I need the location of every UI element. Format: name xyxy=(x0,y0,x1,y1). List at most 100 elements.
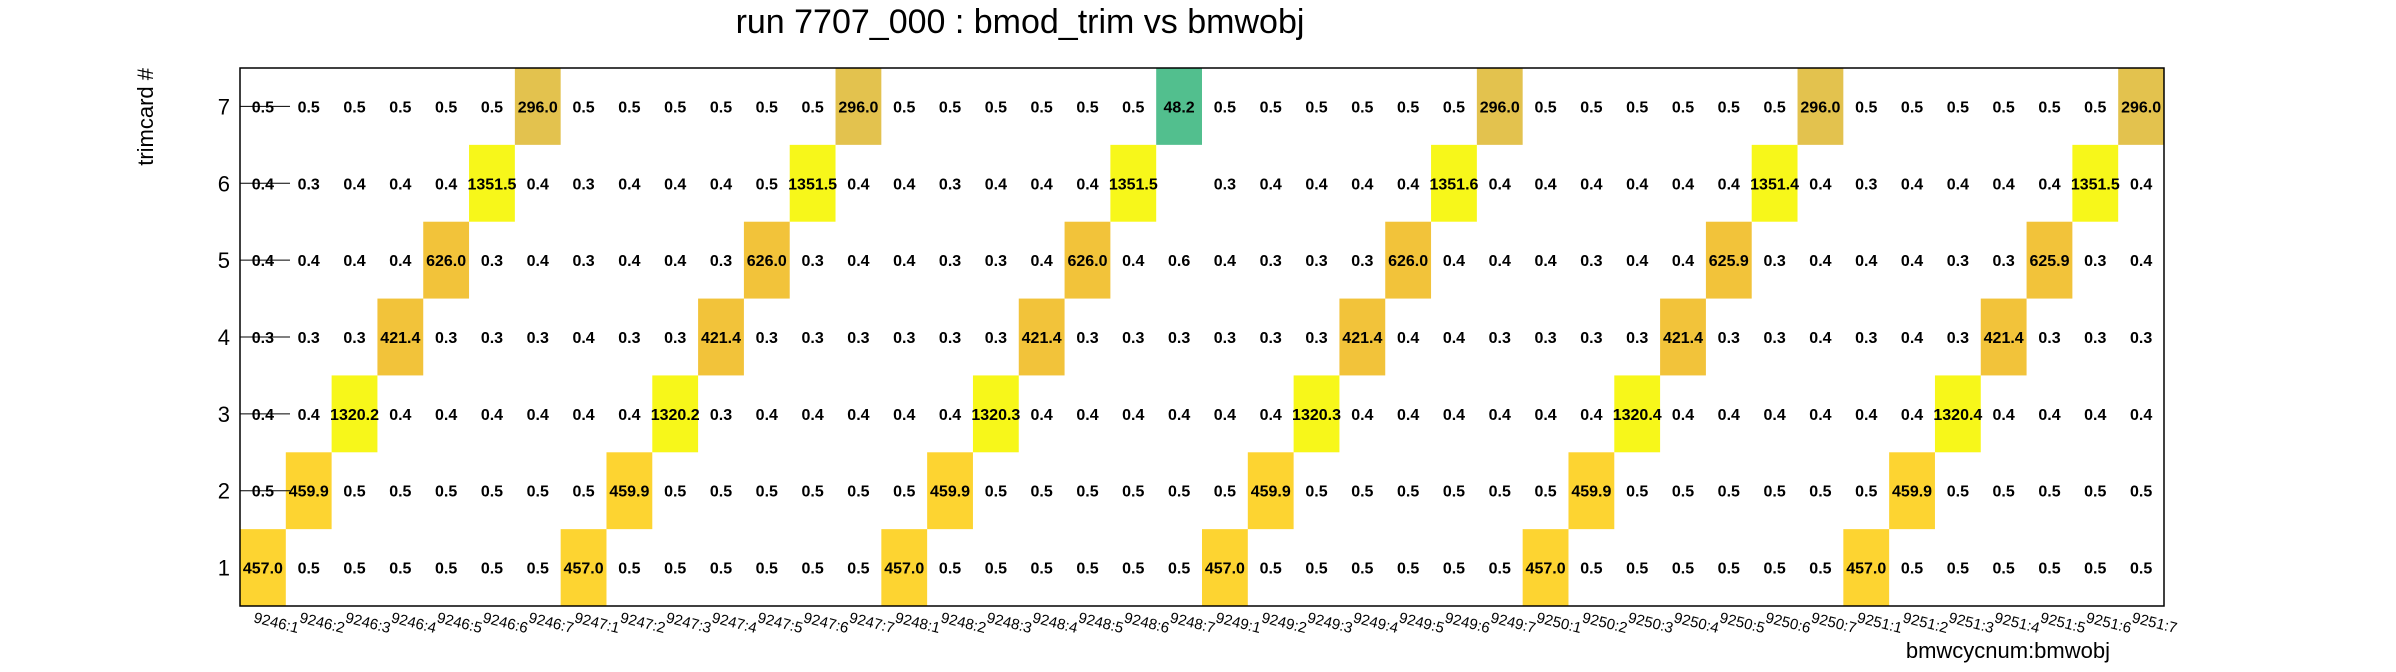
heatmap-cell xyxy=(1110,144,1157,222)
x-tick-label: 9251:5 xyxy=(2039,609,2088,637)
cell-value-label: 1320.3 xyxy=(971,407,1020,424)
x-tick-label: 9247:2 xyxy=(618,609,667,637)
x-tick-label: 9248:5 xyxy=(1077,609,1126,637)
cell-value-label: 296.0 xyxy=(838,99,878,116)
cell-value-label: 0.5 xyxy=(1031,484,1053,501)
cell-value-label: 0.5 xyxy=(1168,561,1190,578)
heatmap-cell xyxy=(1889,452,1935,530)
x-axis-ticks: 9246:19246:29246:39246:49246:59246:69246… xyxy=(252,609,2179,637)
cell-value-label: 0.5 xyxy=(481,99,503,116)
x-tick-label: 9247:6 xyxy=(802,609,851,637)
cell-value-label: 421.4 xyxy=(1663,330,1703,347)
cell-value-label: 0.5 xyxy=(939,99,961,116)
cell-value-label: 626.0 xyxy=(426,253,466,270)
cell-value-label: 421.4 xyxy=(1022,330,1062,347)
cell-value-label: 0.3 xyxy=(1763,330,1785,347)
cell-value-label: 0.4 xyxy=(618,253,640,270)
cell-value-label: 0.5 xyxy=(847,561,869,578)
cell-value-label: 0.4 xyxy=(2084,407,2106,424)
heatmap-cell xyxy=(972,375,1019,453)
cell-value-label: 0.5 xyxy=(1443,484,1465,501)
cell-value-label: 0.3 xyxy=(1947,253,1969,270)
cell-value-label: 0.5 xyxy=(1672,99,1694,116)
cell-value-label: 0.3 xyxy=(847,330,869,347)
cell-value-label: 0.5 xyxy=(1397,561,1419,578)
cell-value-label: 0.3 xyxy=(1260,330,1282,347)
x-tick-label: 9250:3 xyxy=(1626,609,1675,637)
heatmap-cell xyxy=(2072,144,2119,222)
cell-value-label: 0.5 xyxy=(389,484,411,501)
cell-value-label: 0.3 xyxy=(2130,330,2152,347)
cell-value-label: 457.0 xyxy=(1526,561,1566,578)
cell-value-label: 0.5 xyxy=(801,561,823,578)
cell-value-label: 0.5 xyxy=(1260,99,1282,116)
x-tick-label: 9251:6 xyxy=(2084,609,2133,637)
cell-value-label: 421.4 xyxy=(1342,330,1382,347)
cell-value-label: 0.4 xyxy=(664,253,686,270)
cell-value-label: 0.4 xyxy=(1672,253,1694,270)
cell-value-label: 0.5 xyxy=(252,99,274,116)
cell-value-label: 0.4 xyxy=(527,253,549,270)
cell-value-label: 1351.5 xyxy=(1109,176,1158,193)
cell-value-label: 1351.5 xyxy=(2071,176,2120,193)
cell-value-label: 0.5 xyxy=(2084,99,2106,116)
cell-value-label: 0.5 xyxy=(893,99,915,116)
cell-value-label: 0.5 xyxy=(1626,484,1648,501)
cell-value-label: 0.5 xyxy=(1672,561,1694,578)
heatmap-cell xyxy=(2118,68,2164,145)
cell-value-label: 0.5 xyxy=(572,99,594,116)
cell-value-label: 0.5 xyxy=(1443,99,1465,116)
heatmap-cell xyxy=(1751,144,1798,222)
cell-value-label: 0.4 xyxy=(1489,253,1511,270)
y-tick-label: 3 xyxy=(218,402,230,427)
cell-value-label: 0.5 xyxy=(2130,484,2152,501)
cell-value-label: 0.4 xyxy=(756,407,778,424)
cell-value-label: 0.4 xyxy=(939,407,961,424)
cell-value-label: 0.4 xyxy=(1718,407,1740,424)
cell-value-label: 0.4 xyxy=(1351,407,1373,424)
cell-value-label: 0.4 xyxy=(847,176,869,193)
cell-value-label: 0.3 xyxy=(572,176,594,193)
cell-value-label: 0.5 xyxy=(1397,99,1419,116)
cell-value-label: 457.0 xyxy=(1205,561,1245,578)
x-tick-label: 9247:1 xyxy=(573,609,622,637)
cell-value-label: 459.9 xyxy=(930,484,970,501)
cell-value-label: 0.3 xyxy=(481,330,503,347)
cell-value-label: 0.4 xyxy=(1305,176,1327,193)
cell-value-label: 0.4 xyxy=(389,176,411,193)
cell-value-label: 0.4 xyxy=(1580,407,1602,424)
cell-value-label: 0.5 xyxy=(801,99,823,116)
cell-value-label: 0.4 xyxy=(343,176,365,193)
y-axis-title: trimcard # xyxy=(133,67,158,166)
cell-value-label: 0.4 xyxy=(1947,176,1969,193)
cell-value-label: 0.5 xyxy=(1489,484,1511,501)
y-tick-label: 4 xyxy=(218,325,230,350)
cell-value-label: 0.5 xyxy=(756,176,778,193)
heatmap-cell xyxy=(743,221,790,299)
cell-value-label: 0.5 xyxy=(618,99,640,116)
cell-labels: 457.0 0.5 0.5 0.5 0.5 0.5 0.5 457.0 0.5 0.5 0.5 0.5… xyxy=(240,99,2161,578)
x-tick-label: 9246:2 xyxy=(298,609,347,637)
cell-value-label: 0.3 xyxy=(1626,330,1648,347)
heatmap-cell xyxy=(423,221,470,299)
cell-value-label: 0.3 xyxy=(2084,330,2106,347)
cell-value-label: 0.3 xyxy=(1214,330,1236,347)
cell-value-label: 0.5 xyxy=(1993,484,2015,501)
cell-value-label: 0.5 xyxy=(1947,561,1969,578)
x-tick-label: 9251:1 xyxy=(1855,609,1904,637)
cell-value-label: 0.4 xyxy=(1489,176,1511,193)
cell-value-label: 0.5 xyxy=(1580,99,1602,116)
y-tick-label: 2 xyxy=(218,479,230,504)
cell-value-label: 0.5 xyxy=(1122,484,1144,501)
cell-value-label: 0.4 xyxy=(2130,407,2152,424)
cell-value-label: 0.5 xyxy=(801,484,823,501)
cell-value-label: 0.5 xyxy=(1993,99,2015,116)
cell-value-label: 0.3 xyxy=(801,330,823,347)
cell-value-label: 0.4 xyxy=(298,407,320,424)
cell-value-label: 0.3 xyxy=(1076,330,1098,347)
cell-value-label: 0.5 xyxy=(1443,561,1465,578)
cell-value-label: 0.3 xyxy=(1214,176,1236,193)
cell-value-label: 0.5 xyxy=(847,484,869,501)
cell-value-label: 0.5 xyxy=(1351,99,1373,116)
cell-value-label: 0.4 xyxy=(710,176,732,193)
